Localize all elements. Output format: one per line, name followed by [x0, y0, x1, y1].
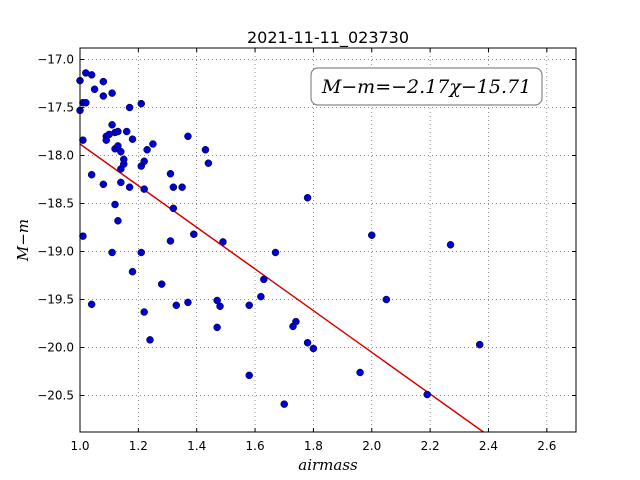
- data-point: [166, 237, 175, 245]
- data-point: [90, 85, 99, 94]
- data-point: [120, 160, 128, 168]
- data-point: [368, 231, 376, 239]
- data-point: [178, 183, 186, 191]
- data-point: [146, 336, 154, 344]
- data-point: [245, 301, 253, 310]
- y-tick-label: −19.0: [37, 245, 74, 259]
- axis-ticks: [79, 48, 576, 432]
- data-point: [280, 400, 288, 408]
- y-axis-label: M−m: [14, 219, 32, 262]
- data-point: [99, 77, 108, 86]
- data-point: [137, 99, 146, 108]
- x-tick-label: 1.4: [187, 439, 206, 453]
- data-point: [108, 121, 116, 129]
- y-tick-label: −18.0: [37, 149, 74, 163]
- y-tick-label: −18.5: [37, 197, 74, 211]
- data-point: [213, 323, 221, 332]
- plot-area: [80, 48, 576, 432]
- data-point: [114, 127, 122, 136]
- x-tick-label: 2.2: [421, 439, 440, 453]
- fit-line-group: [79, 143, 484, 433]
- data-point: [216, 302, 224, 310]
- data-point: [79, 232, 87, 240]
- data-point: [128, 135, 137, 143]
- data-point: [114, 217, 122, 225]
- fit-equation-text: M−m=−2.17χ−15.71: [321, 76, 531, 98]
- x-tick-label: 1.0: [70, 439, 89, 453]
- x-tick-label: 2.0: [362, 439, 381, 453]
- data-point: [140, 157, 148, 166]
- data-point: [87, 170, 96, 179]
- data-point: [87, 71, 96, 79]
- data-point: [257, 292, 265, 301]
- data-point: [184, 132, 192, 141]
- data-point: [140, 308, 148, 316]
- data-point: [475, 340, 484, 349]
- data-point: [79, 136, 87, 144]
- data-point: [204, 159, 213, 167]
- plot-frame: [79, 47, 577, 433]
- y-tick-label: −20.5: [37, 389, 74, 403]
- data-point: [128, 267, 137, 276]
- data-point: [125, 103, 134, 112]
- data-point: [303, 194, 312, 202]
- data-point: [108, 248, 116, 257]
- data-point: [169, 183, 178, 191]
- x-axis-label: airmass: [298, 456, 358, 474]
- grid: [79, 48, 576, 432]
- data-point: [172, 301, 181, 310]
- fit-line: [79, 143, 484, 433]
- data-point: [184, 298, 192, 307]
- data-point: [82, 98, 90, 107]
- x-tick-label: 1.6: [246, 439, 265, 453]
- chart-title: 2021-11-11_023730: [247, 28, 409, 48]
- y-tick-labels: −17.0 −17.5 −18.0 −18.5 −19.0 −19.5 −20.0 −20.5: [37, 53, 74, 403]
- data-point: [382, 295, 391, 304]
- data-point: [125, 183, 134, 191]
- data-point: [157, 280, 166, 288]
- y-tick-label: −17.0: [37, 53, 74, 67]
- data-point: [190, 230, 198, 238]
- data-point: [137, 248, 146, 257]
- fit-equation-box: M−m=−2.17χ−15.71: [310, 67, 543, 106]
- data-point: [99, 92, 108, 100]
- data-point: [271, 248, 280, 257]
- data-point: [446, 241, 455, 249]
- x-tick-label: 2.6: [537, 439, 556, 453]
- data-point: [87, 300, 96, 309]
- data-points: [76, 69, 484, 408]
- data-point: [260, 275, 268, 284]
- data-point: [108, 89, 116, 97]
- data-point: [309, 344, 318, 353]
- x-tick-label: 1.8: [304, 439, 323, 453]
- y-tick-label: −20.0: [37, 341, 74, 355]
- data-point: [292, 317, 300, 326]
- data-point: [140, 185, 148, 193]
- data-point: [117, 178, 125, 187]
- data-point: [99, 180, 108, 189]
- x-tick-label: 1.2: [129, 439, 148, 453]
- data-point: [149, 140, 157, 148]
- y-tick-label: −17.5: [37, 101, 74, 115]
- data-point: [245, 371, 253, 380]
- data-point: [166, 170, 175, 178]
- data-point: [111, 200, 119, 209]
- x-tick-label: 2.4: [479, 439, 498, 453]
- data-point: [122, 127, 131, 136]
- data-point: [169, 204, 178, 213]
- x-tick-labels: 1.0 1.2 1.4 1.6 1.8 2.0 2.2 2.4 2.6: [70, 439, 556, 453]
- data-point: [219, 238, 227, 246]
- y-tick-label: −19.5: [37, 293, 74, 307]
- data-point: [143, 146, 151, 154]
- data-point: [303, 338, 312, 347]
- data-point: [356, 368, 364, 377]
- data-point: [201, 146, 210, 154]
- data-point: [117, 147, 125, 156]
- data-point: [423, 390, 431, 399]
